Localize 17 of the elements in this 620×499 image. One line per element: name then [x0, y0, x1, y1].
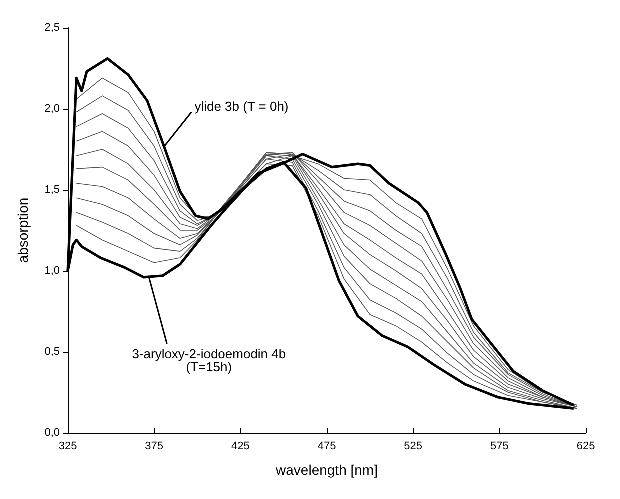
y-tick-label: 1,0: [44, 265, 60, 277]
x-tick-label: 575: [490, 440, 509, 452]
x-tick-label: 425: [231, 440, 250, 452]
x-tick-label: 325: [58, 440, 78, 452]
x-tick-label: 375: [145, 440, 164, 452]
y-tick-label: 2,0: [44, 103, 60, 115]
annotation: 3-aryloxy-2-iodoemodin 4b (T=15h): [132, 346, 286, 374]
y-tick-label: 0,0: [44, 427, 60, 439]
x-tick-label: 625: [576, 440, 596, 452]
annotation: ylide 3b (T = 0h): [194, 98, 289, 114]
y-tick-label: 1,5: [44, 184, 60, 196]
x-tick-label: 525: [404, 440, 423, 452]
x-axis-title: wavelength [nm]: [275, 462, 378, 478]
y-tick-label: 2,5: [44, 22, 60, 34]
x-tick-label: 475: [318, 440, 336, 452]
y-axis-title: absorption: [15, 198, 31, 264]
y-tick-label: 0,5: [44, 346, 60, 358]
